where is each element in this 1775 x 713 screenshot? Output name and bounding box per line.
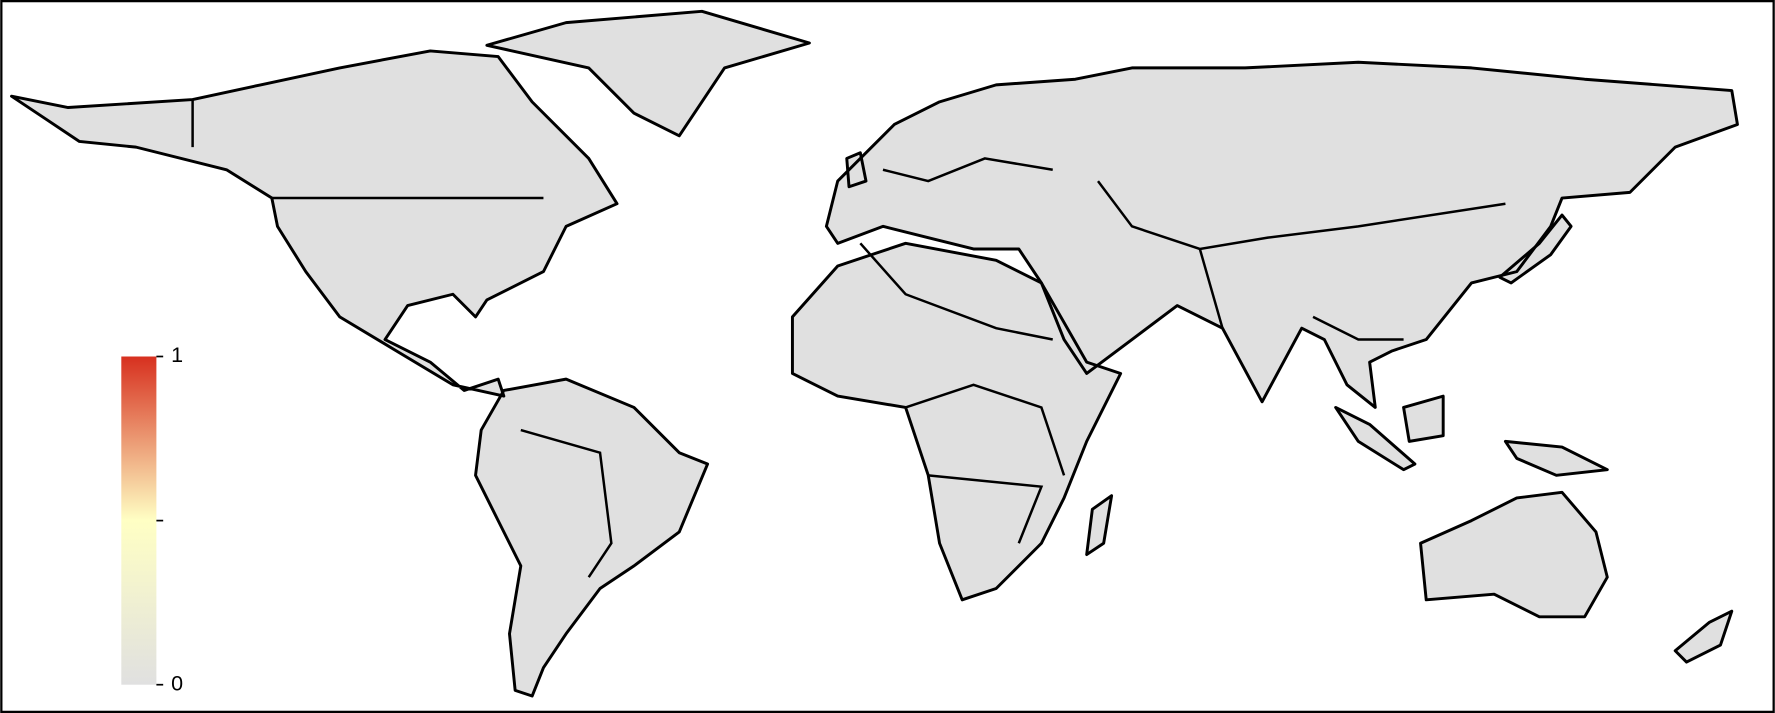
internal-borders: [191, 99, 1506, 578]
colorbar: 01: [121, 343, 183, 695]
colorbar-tick-label: 0: [171, 671, 183, 695]
colorbar-gradient: [121, 356, 157, 685]
colorbar-tick-label: 1: [171, 343, 183, 367]
